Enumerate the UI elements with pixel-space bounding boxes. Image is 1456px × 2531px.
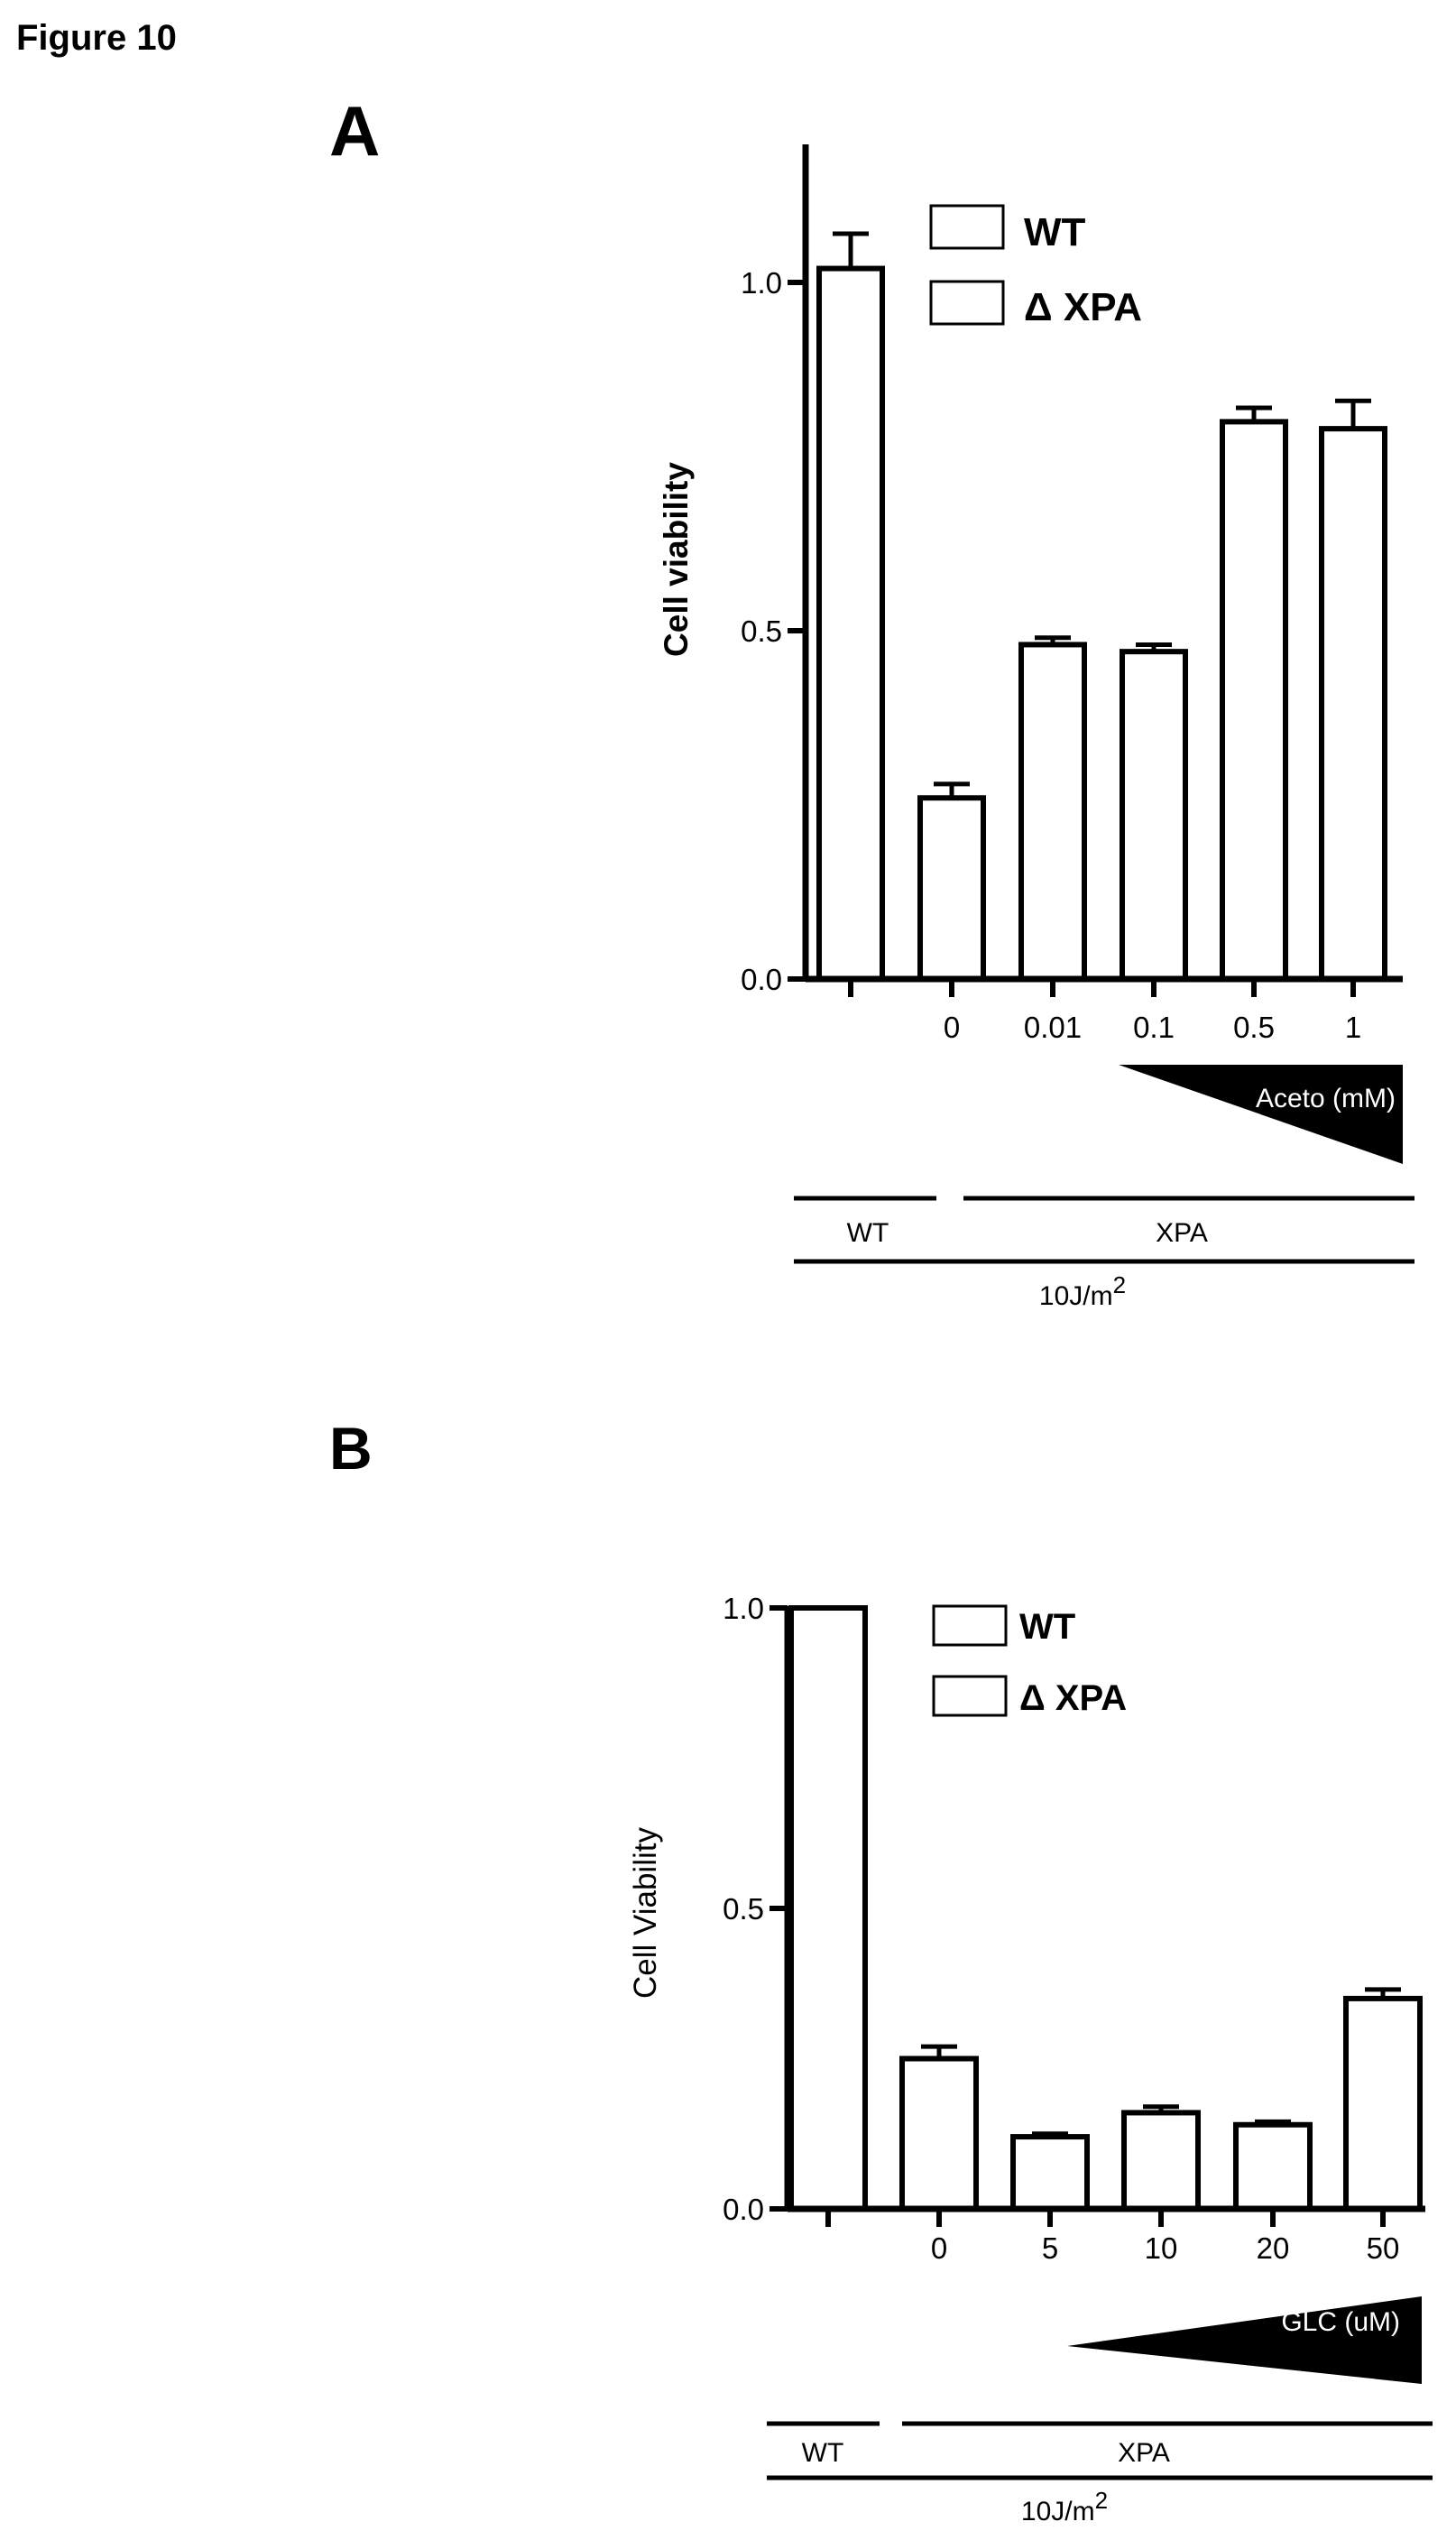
panel-a-legend-swatch-xpa [931, 282, 1003, 324]
bar-2 [1013, 2137, 1087, 2209]
bar-1 [902, 2059, 976, 2210]
x-tick-label-5: 50 [1367, 2231, 1400, 2265]
x-tick-label-2: 0.01 [1024, 1011, 1082, 1044]
panel-b-dose-label: GLC (uM) [1281, 2307, 1400, 2337]
panel-a-legend-swatch-wt [931, 206, 1003, 248]
panel-a-x-ticks: 0 0.01 0.1 0.5 1 [851, 979, 1361, 1044]
panel-a-letter: A [329, 91, 380, 171]
figure-title: Figure 10 [16, 18, 177, 58]
panel-b-x-ticks: 0 5 10 20 50 [828, 2209, 1399, 2265]
panel-a-group-wt: WT [847, 1218, 889, 1248]
bar-2 [1021, 644, 1084, 979]
panel-b: B 0.0 0.5 1.0 0 5 10 20 50 Cell Viability WT Δ… [329, 1415, 1433, 2526]
panel-a-legend-label-wt: WT [1024, 210, 1086, 254]
bar-5 [1346, 1999, 1420, 2209]
bar-1 [920, 798, 983, 979]
panel-a-dose-label: Aceto (mM) [1256, 1084, 1396, 1113]
y-tick-label-0: 0.0 [723, 2193, 764, 2226]
x-tick-label-4: 20 [1257, 2231, 1290, 2265]
bar-3 [1124, 2112, 1198, 2209]
x-tick-label-1: 0 [944, 1011, 960, 1044]
y-tick-label-0: 0.0 [741, 963, 782, 996]
panel-a-treatment-label: 10J/m2 [1039, 1271, 1126, 1311]
bar-3 [1122, 651, 1185, 979]
panel-a-legend-label-xpa: Δ XPA [1024, 285, 1142, 329]
panel-b-legend-label-xpa: Δ XPA [1019, 1678, 1127, 1718]
panel-b-y-axis-label: Cell Viability [628, 1827, 663, 1999]
y-tick-label-1: 0.5 [723, 1892, 764, 1926]
panel-a: A 0.00.51.0 00.010.10.51 Cell viability … [329, 91, 1415, 1311]
x-tick-label-5: 1 [1345, 1011, 1361, 1044]
x-tick-label-3: 0.1 [1133, 1011, 1175, 1044]
panel-a-dose-wedge [1119, 1065, 1403, 1164]
panel-b-legend-label-wt: WT [1019, 1607, 1075, 1647]
y-tick-label-2: 1.0 [741, 266, 782, 300]
y-tick-label-2: 1.0 [723, 1592, 764, 1625]
bar-0 [819, 269, 882, 979]
panel-b-y-ticks: 0.0 0.5 1.0 [723, 1592, 788, 2226]
bar-4 [1222, 421, 1286, 979]
panel-a-bars [819, 234, 1385, 979]
x-tick-label-1: 0 [931, 2231, 947, 2265]
panel-b-letter: B [329, 1415, 373, 1482]
panel-b-group-xpa: XPA [1118, 2438, 1170, 2468]
y-tick-label-1: 0.5 [741, 614, 782, 648]
panel-b-legend-swatch-xpa [934, 1677, 1006, 1715]
panel-a-y-ticks: 0.0 0.5 1.0 [741, 266, 806, 996]
panel-a-y-axis-label: Cell viability [658, 462, 695, 657]
panel-b-treatment-label: 10J/m2 [1021, 2487, 1108, 2526]
bar-4 [1236, 2125, 1310, 2209]
bar-5 [1322, 429, 1385, 979]
panel-b-group-wt: WT [802, 2438, 844, 2468]
x-tick-label-4: 0.5 [1233, 1011, 1275, 1044]
panel-a-group-xpa: XPA [1156, 1218, 1208, 1248]
bar-0 [791, 1608, 865, 2209]
panel-b-legend-swatch-wt [934, 1606, 1006, 1645]
x-tick-label-3: 10 [1145, 2231, 1178, 2265]
x-tick-label-2: 5 [1042, 2231, 1058, 2265]
